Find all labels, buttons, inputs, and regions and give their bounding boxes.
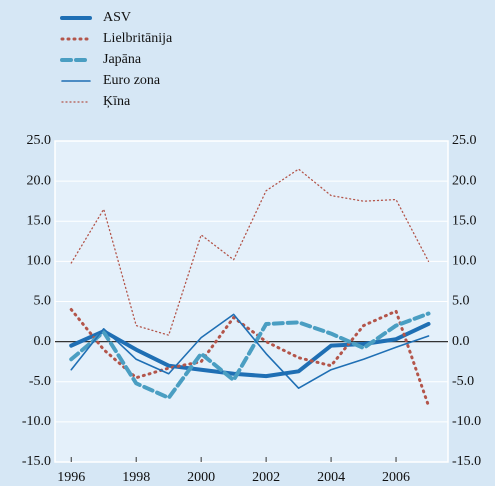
series-line [70,168,430,336]
y-tick-label: 20.0 [27,173,52,188]
y2-tick-label: -15.0 [452,454,481,469]
legend-label: Lielbritānija [103,31,173,46]
x-tick-label: 2006 [382,470,410,485]
y2-tick-label: -5.0 [452,374,474,389]
legend-label: Ķīna [103,94,131,109]
legend-label: ASV [103,10,131,25]
y-tick-label: 5.0 [34,294,52,309]
series-line [69,308,431,408]
legend-label: Japāna [103,52,142,67]
y-tick-label: -15.0 [22,454,51,469]
x-tick-label: 1998 [122,470,150,485]
y2-tick-label: -10.0 [452,414,481,429]
series-line [69,311,431,400]
y-tick-label: -5.0 [29,374,51,389]
y-tick-label: 10.0 [27,254,52,269]
series-line [70,313,430,389]
y2-tick-label: 5.0 [452,294,470,309]
y2-tick-label: 10.0 [452,254,477,269]
y2-tick-label: 0.0 [452,334,470,349]
y-tick-label: 0.0 [34,334,52,349]
y2-tick-label: 20.0 [452,173,477,188]
y-tick-label: 25.0 [27,133,52,148]
y-tick-label: 15.0 [27,213,52,228]
x-tick-label: 2000 [187,470,215,485]
x-tick-label: 2002 [252,470,280,485]
legend-label: Euro zona [103,73,161,88]
y2-tick-label: 15.0 [452,213,477,228]
y-tick-label: -10.0 [22,414,51,429]
x-tick-label: 2004 [317,470,345,485]
y2-tick-label: 25.0 [452,133,477,148]
x-tick-label: 1996 [57,470,85,485]
